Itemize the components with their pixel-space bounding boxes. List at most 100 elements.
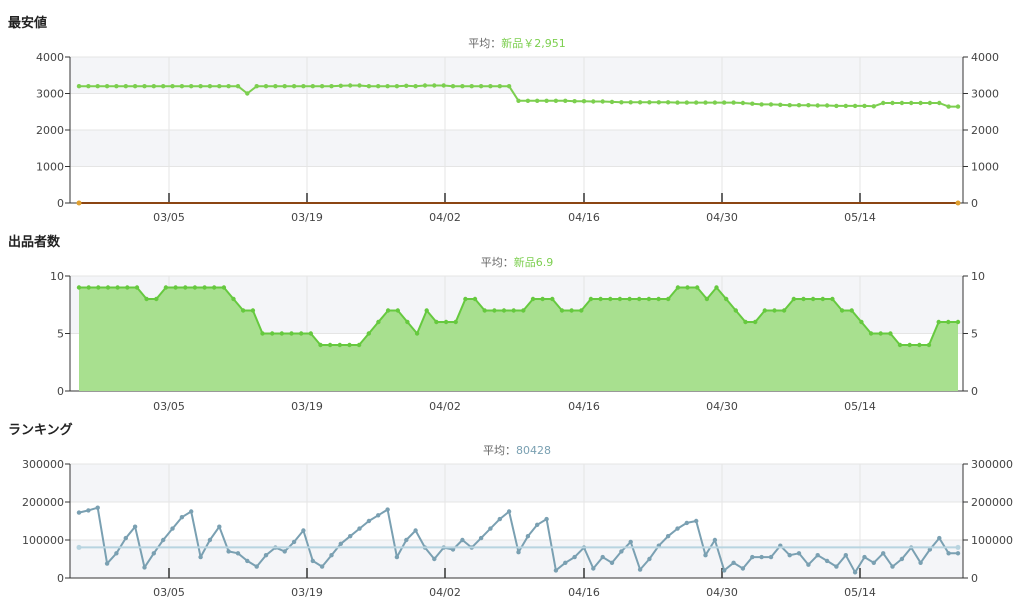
y-tick-label-left: 4000 <box>36 51 64 64</box>
series-point-sellers <box>530 296 536 302</box>
chart-title: 出品者数 <box>8 234 61 250</box>
series-point-ranking <box>179 515 185 520</box>
series-point-price <box>675 100 680 105</box>
series-point-ranking <box>881 551 886 556</box>
x-tick-label: 04/16 <box>568 586 600 599</box>
series-point-ranking <box>731 560 736 565</box>
series-point-price <box>665 100 671 105</box>
series-point-ranking <box>890 564 895 569</box>
series-point-price <box>170 84 175 89</box>
series-point-price <box>357 83 362 88</box>
series-point-sellers <box>501 308 507 313</box>
series-point-price <box>366 84 372 89</box>
series-point-ranking <box>460 537 465 543</box>
series-point-sellers <box>385 308 391 313</box>
series-point-sellers <box>859 319 864 325</box>
series-point-sellers <box>868 331 874 336</box>
series-point-sellers <box>559 308 565 313</box>
series-point-price <box>740 100 746 106</box>
series-point-price <box>759 102 764 107</box>
series-point-price <box>544 98 549 104</box>
series-point-price <box>179 84 185 89</box>
series-point-ranking <box>432 556 437 562</box>
series-point-sellers <box>453 319 458 325</box>
series-point-sellers <box>897 342 903 348</box>
series-point-price <box>348 83 353 88</box>
series-point-ranking <box>198 554 203 560</box>
series-point-price <box>207 84 213 89</box>
series-point-ranking <box>619 549 624 554</box>
series-point-sellers <box>540 296 545 302</box>
series-point-price <box>441 83 446 88</box>
series-point-sellers <box>376 319 381 325</box>
sellers-area-fill <box>79 287 958 391</box>
series-point-price <box>871 104 876 109</box>
series-point-price <box>955 104 961 109</box>
series-point-sellers <box>443 319 449 325</box>
x-tick-label: 03/19 <box>291 400 323 413</box>
series-point-ranking <box>506 509 512 514</box>
average-label: 平均：80428 <box>483 444 551 457</box>
series-point-ranking <box>806 562 811 567</box>
x-tick-label: 04/30 <box>706 211 738 224</box>
y-tick-label-left: 300000 <box>22 458 64 471</box>
series-point-sellers <box>327 342 333 348</box>
x-tick-label: 03/19 <box>291 586 323 599</box>
series-point-ranking <box>329 553 334 558</box>
series-point-sellers <box>695 285 700 290</box>
series-point-sellers <box>878 331 883 336</box>
series-point-price <box>909 100 914 106</box>
series-point-price <box>86 84 91 89</box>
series-point-price <box>226 84 231 89</box>
series-point-sellers <box>569 308 574 313</box>
series-point-price <box>385 84 390 89</box>
series-point-price <box>899 100 905 106</box>
series-point-price <box>273 84 278 89</box>
series-point-price <box>946 104 951 109</box>
series-point-price-zero <box>955 200 961 206</box>
average-label: 平均：新品6.9 <box>481 255 554 269</box>
series-point-price <box>852 103 858 109</box>
series-point-sellers <box>163 285 169 290</box>
series-point-price <box>132 84 138 89</box>
series-point-ranking <box>385 507 390 512</box>
series-point-ranking <box>95 505 100 510</box>
series-point-price <box>263 84 269 89</box>
series-point-sellers <box>521 308 526 313</box>
y-tick-label-right: 0 <box>971 572 978 585</box>
average-line-marker <box>76 544 82 550</box>
series-point-price <box>572 99 577 104</box>
series-point-sellers <box>946 319 951 325</box>
series-point-price-zero <box>76 200 82 206</box>
series-point-ranking <box>254 564 259 569</box>
y-tick-label-right: 300000 <box>971 458 1013 471</box>
x-tick-label: 04/16 <box>568 400 600 413</box>
series-point-ranking <box>404 537 409 543</box>
series-point-sellers <box>250 308 256 313</box>
series-point-sellers <box>637 296 642 302</box>
series-point-ranking <box>291 539 297 545</box>
series-point-sellers <box>356 342 362 348</box>
series-point-ranking <box>235 551 241 556</box>
series-point-price <box>712 100 718 105</box>
series-point-sellers <box>318 342 323 348</box>
series-point-price <box>301 84 306 89</box>
series-point-sellers <box>781 308 787 313</box>
series-point-sellers <box>772 308 777 313</box>
series-point-price <box>376 84 381 89</box>
series-point-sellers <box>125 285 130 290</box>
x-tick-label: 04/02 <box>429 211 461 224</box>
series-point-price <box>254 84 259 89</box>
chart-title: 最安値 <box>8 15 47 31</box>
series-point-ranking <box>525 534 531 539</box>
series-point-ranking <box>703 553 708 558</box>
series-point-price <box>291 84 297 89</box>
series-point-ranking <box>413 528 418 533</box>
series-point-ranking <box>675 526 680 531</box>
y-tick-label-right: 0 <box>971 385 978 398</box>
series-point-sellers <box>260 331 265 336</box>
series-point-price <box>506 84 512 89</box>
